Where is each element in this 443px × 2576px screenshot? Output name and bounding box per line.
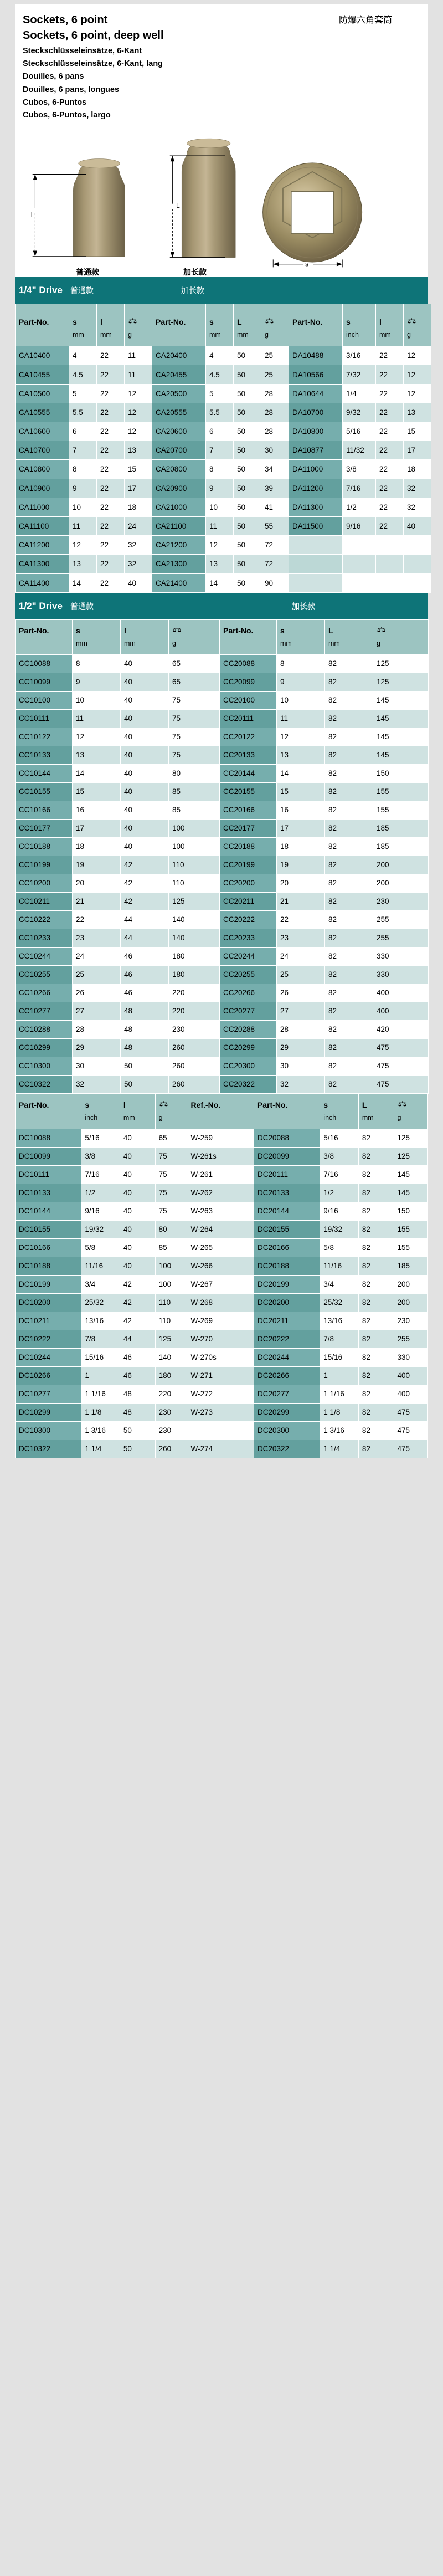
svg-text:L: L xyxy=(176,202,180,209)
svg-text:s: s xyxy=(305,260,308,268)
svg-text:l: l xyxy=(31,211,33,218)
